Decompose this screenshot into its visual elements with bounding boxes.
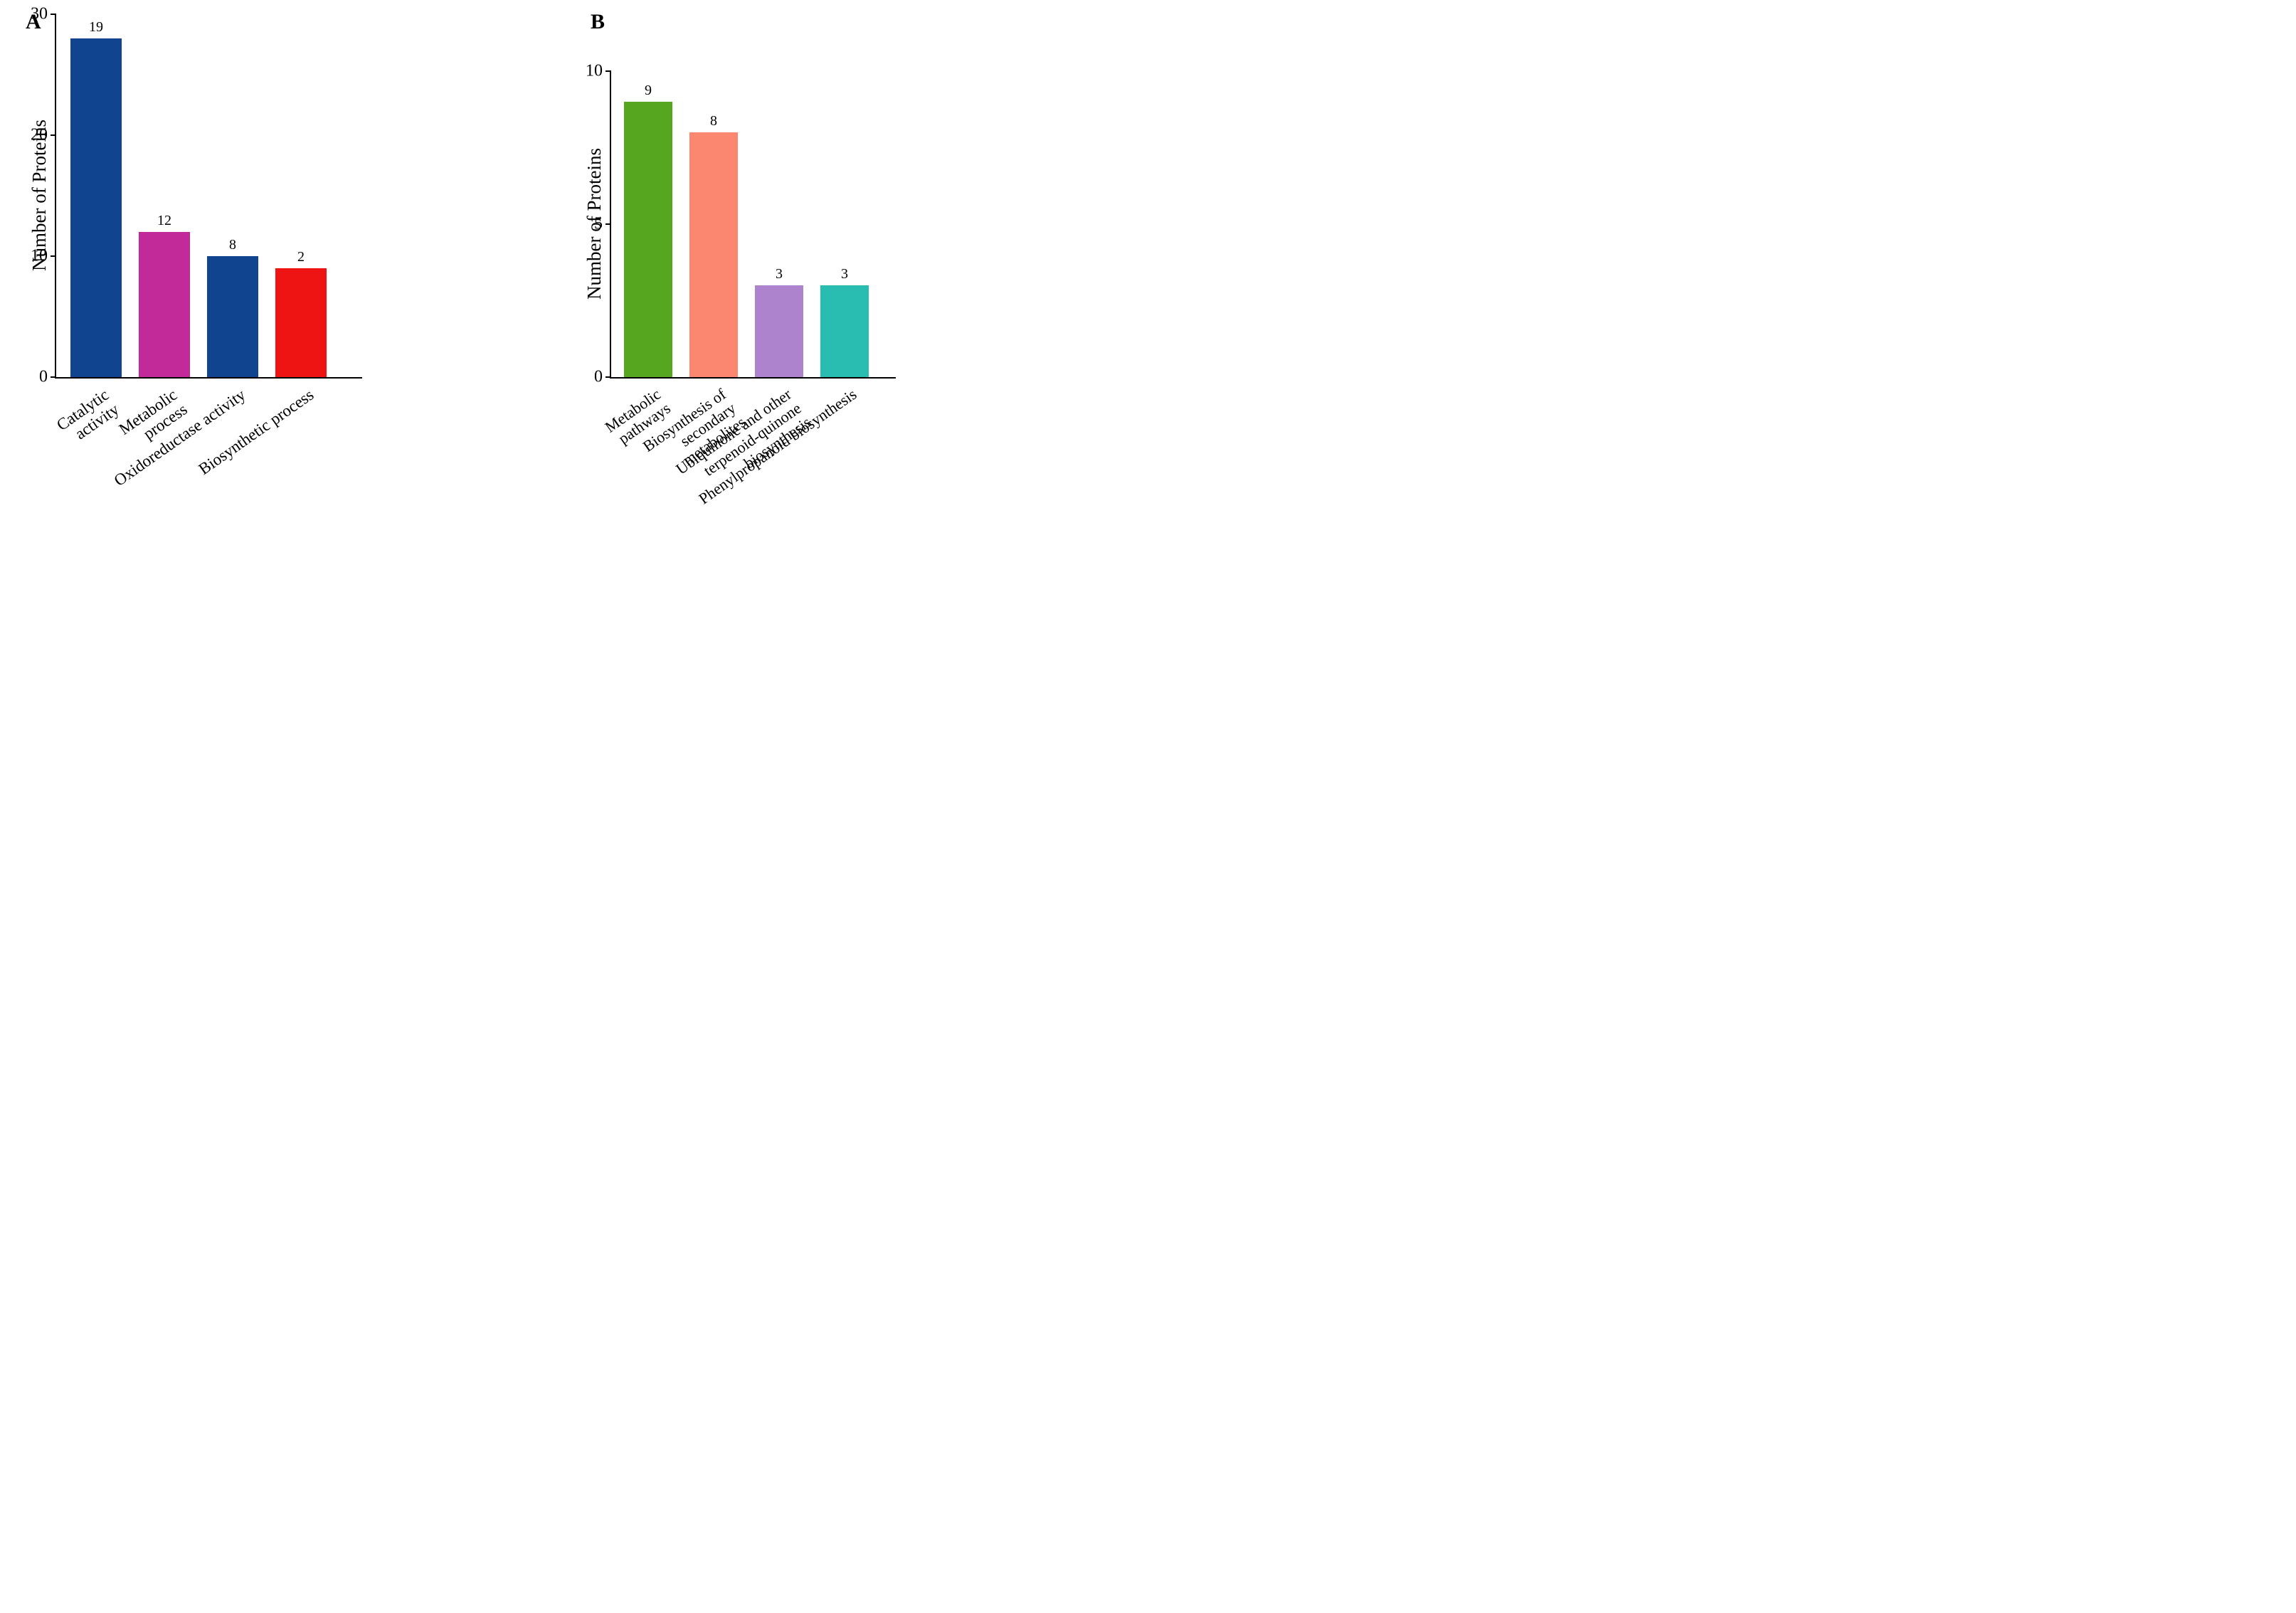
bar: 19 bbox=[70, 38, 122, 377]
panel-a-xlabels: Catalytic activityMetabolic processOxido… bbox=[55, 379, 361, 535]
ytick-label: 0 bbox=[39, 368, 48, 387]
panel-b-label: B bbox=[591, 10, 605, 34]
panel-b-chart-row: Number of Proteins 05109833 Metabolic pa… bbox=[583, 14, 1039, 592]
bar-value-label: 2 bbox=[297, 249, 305, 265]
panel-a-ylabel: Number of Proteins bbox=[28, 14, 51, 377]
panel-a: A Number of Proteins 0102030191282 Catal… bbox=[28, 14, 484, 592]
panel-b-plot-area: 05109833 bbox=[610, 71, 896, 379]
bar: 2 bbox=[275, 268, 327, 377]
ytick bbox=[605, 376, 611, 378]
figure-container: A Number of Proteins 0102030191282 Catal… bbox=[0, 0, 1067, 620]
ytick-label: 10 bbox=[586, 62, 603, 81]
bar: 3 bbox=[820, 285, 869, 377]
ytick-label: 30 bbox=[31, 5, 48, 24]
panel-b-plot-col: 05109833 Metabolic pathwaysBiosynthesis … bbox=[610, 14, 896, 592]
xlabel: Biosynthetic process bbox=[196, 386, 317, 478]
bar-value-label: 3 bbox=[776, 266, 783, 282]
ytick bbox=[605, 223, 611, 225]
panel-a-plot-col: 0102030191282 Catalytic activityMetaboli… bbox=[55, 14, 362, 535]
bar-value-label: 8 bbox=[229, 237, 236, 253]
bar: 8 bbox=[207, 256, 258, 377]
bar: 9 bbox=[624, 102, 672, 377]
panel-a-plot-area: 0102030191282 bbox=[55, 14, 362, 379]
ytick-label: 20 bbox=[31, 126, 48, 145]
bar: 8 bbox=[689, 132, 738, 377]
ytick bbox=[51, 134, 56, 136]
bar-value-label: 19 bbox=[89, 19, 103, 36]
ytick bbox=[605, 70, 611, 72]
panel-b: B Number of Proteins 05109833 Metabolic … bbox=[583, 14, 1039, 592]
ytick-label: 0 bbox=[594, 368, 603, 387]
bar-value-label: 3 bbox=[841, 266, 848, 282]
bar: 3 bbox=[755, 285, 803, 377]
bar-value-label: 8 bbox=[710, 113, 717, 129]
bar: 12 bbox=[139, 232, 190, 377]
ytick-label: 5 bbox=[594, 215, 603, 234]
ytick bbox=[51, 255, 56, 257]
bar-value-label: 9 bbox=[645, 83, 652, 99]
bar-value-label: 12 bbox=[157, 213, 171, 229]
ytick-label: 10 bbox=[31, 247, 48, 266]
panel-b-xlabels: Metabolic pathwaysBiosynthesis of second… bbox=[610, 379, 894, 592]
ytick bbox=[51, 14, 56, 15]
panel-a-chart-row: Number of Proteins 0102030191282 Catalyt… bbox=[28, 14, 484, 535]
ytick bbox=[51, 376, 56, 378]
